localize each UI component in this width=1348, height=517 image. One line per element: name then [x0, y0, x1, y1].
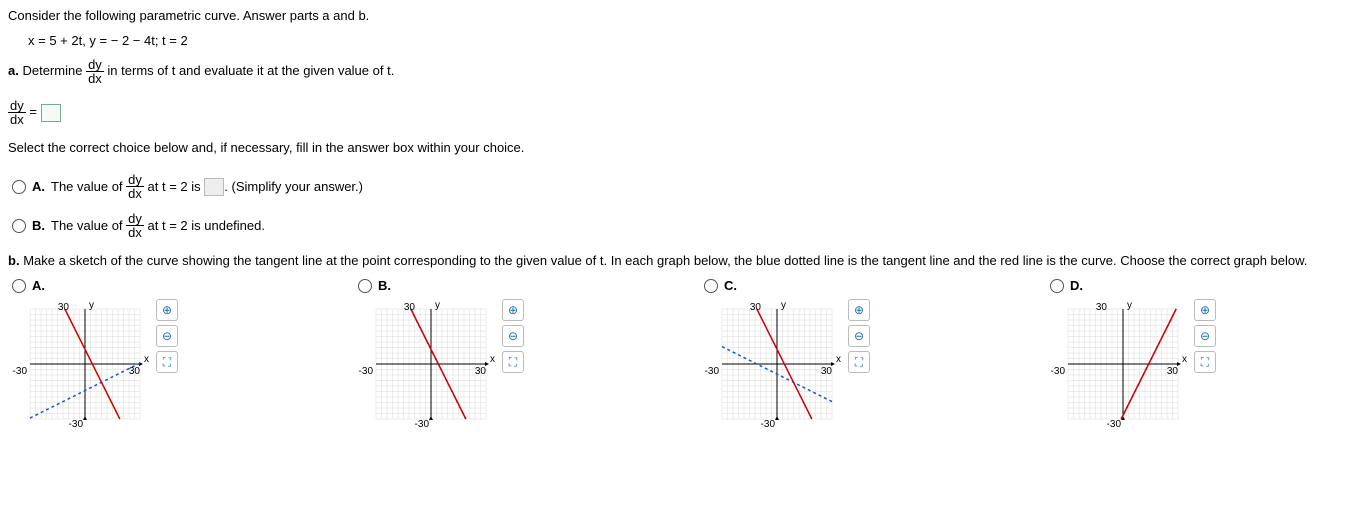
svg-text:30: 30	[1167, 366, 1179, 377]
svg-text:y: y	[89, 300, 94, 311]
frac-den: dx	[8, 113, 26, 126]
part-b-line: b. Make a sketch of the curve showing th…	[8, 253, 1340, 268]
svg-text:y: y	[435, 300, 440, 311]
graph-c-plot: yx30-3030-30	[704, 299, 842, 427]
graph-option-a[interactable]: A. yx30-3030-30 ⊕ ⊖ ⛶	[12, 278, 178, 427]
choice-b-row[interactable]: B. The value of dy dx at t = 2 is undefi…	[12, 212, 1340, 239]
graph-b-plot: yx30-3030-30	[358, 299, 496, 427]
svg-text:30: 30	[821, 366, 833, 377]
graph-option-d[interactable]: D. yx30-3030-30 ⊕ ⊖ ⛶	[1050, 278, 1216, 427]
zoom-in-icon[interactable]: ⊕	[502, 299, 524, 321]
svg-text:y: y	[1127, 300, 1132, 311]
select-instruction: Select the correct choice below and, if …	[8, 140, 1340, 155]
choice-a-mid: at t = 2 is	[148, 179, 201, 194]
part-a-after: in terms of t and evaluate it at the giv…	[107, 63, 394, 78]
svg-text:30: 30	[750, 302, 762, 313]
dydx-equals: dy dx =	[8, 99, 1340, 126]
frac-den: dx	[126, 226, 144, 239]
svg-text:-30: -30	[705, 366, 720, 377]
svg-text:-30: -30	[415, 419, 430, 427]
part-b-label: b.	[8, 253, 20, 268]
svg-text:-30: -30	[761, 419, 776, 427]
frac-num: dy	[8, 99, 26, 113]
choice-b-post: at t = 2 is undefined.	[148, 218, 265, 233]
frac-num: dy	[86, 58, 104, 72]
svg-text:-30: -30	[1051, 366, 1066, 377]
svg-text:x: x	[1182, 354, 1187, 365]
zoom-in-icon[interactable]: ⊕	[1194, 299, 1216, 321]
choice-b-label: B.	[32, 218, 45, 233]
graph-option-b[interactable]: B. yx30-3030-30 ⊕ ⊖ ⛶	[358, 278, 524, 427]
svg-text:30: 30	[58, 302, 70, 313]
graph-d-plot: yx30-3030-30	[1050, 299, 1188, 427]
zoom-in-icon[interactable]: ⊕	[848, 299, 870, 321]
svg-text:30: 30	[475, 366, 487, 377]
choice-b-frac: dy dx	[126, 212, 144, 239]
choice-a-frac: dy dx	[126, 173, 144, 200]
svg-text:30: 30	[129, 366, 141, 377]
maximize-icon[interactable]: ⛶	[1194, 351, 1216, 373]
part-a-line: a. Determine dy dx in terms of t and eva…	[8, 58, 1340, 85]
svg-text:x: x	[144, 354, 149, 365]
svg-text:x: x	[836, 354, 841, 365]
graphs-row: A. yx30-3030-30 ⊕ ⊖ ⛶ B. yx30-3030-30 ⊕ …	[12, 278, 1340, 427]
svg-text:-30: -30	[359, 366, 374, 377]
radio-graph-c[interactable]	[704, 279, 718, 293]
graph-d-label: D.	[1070, 278, 1083, 293]
svg-text:x: x	[490, 354, 495, 365]
answer-input-choice-a[interactable]	[204, 178, 224, 196]
equals-sign: =	[29, 104, 37, 119]
maximize-icon[interactable]: ⛶	[502, 351, 524, 373]
zoom-out-icon[interactable]: ⊖	[1194, 325, 1216, 347]
equation: x = 5 + 2t, y = − 2 − 4t; t = 2	[28, 33, 1340, 48]
zoom-out-icon[interactable]: ⊖	[502, 325, 524, 347]
svg-text:y: y	[781, 300, 786, 311]
choice-a-pre: The value of	[51, 179, 123, 194]
frac-num: dy	[126, 173, 144, 187]
svg-text:30: 30	[404, 302, 416, 313]
maximize-icon[interactable]: ⛶	[156, 351, 178, 373]
zoom-in-icon[interactable]: ⊕	[156, 299, 178, 321]
graph-a-plot: yx30-3030-30	[12, 299, 150, 427]
graph-option-c[interactable]: C. yx30-3030-30 ⊕ ⊖ ⛶	[704, 278, 870, 427]
svg-text:30: 30	[1096, 302, 1108, 313]
graph-c-label: C.	[724, 278, 737, 293]
svg-text:-30: -30	[69, 419, 84, 427]
intro-text: Consider the following parametric curve.…	[8, 8, 1340, 23]
svg-text:-30: -30	[13, 366, 28, 377]
part-a-label: a.	[8, 63, 19, 78]
radio-graph-b[interactable]	[358, 279, 372, 293]
graph-a-label: A.	[32, 278, 45, 293]
dydx-frac: dy dx	[8, 99, 26, 126]
radio-a[interactable]	[12, 180, 26, 194]
choice-b-pre: The value of	[51, 218, 123, 233]
frac-den: dx	[86, 72, 104, 85]
radio-graph-a[interactable]	[12, 279, 26, 293]
frac-den: dx	[126, 187, 144, 200]
choice-a-post: . (Simplify your answer.)	[224, 179, 363, 194]
dydx-frac-a: dy dx	[86, 58, 104, 85]
zoom-out-icon[interactable]: ⊖	[848, 325, 870, 347]
svg-text:-30: -30	[1107, 419, 1122, 427]
frac-num: dy	[126, 212, 144, 226]
maximize-icon[interactable]: ⛶	[848, 351, 870, 373]
zoom-out-icon[interactable]: ⊖	[156, 325, 178, 347]
part-b-text: Make a sketch of the curve showing the t…	[23, 253, 1307, 268]
radio-b[interactable]	[12, 219, 26, 233]
choice-a-row[interactable]: A. The value of dy dx at t = 2 is . (Sim…	[12, 173, 1340, 200]
radio-graph-d[interactable]	[1050, 279, 1064, 293]
answer-input-dydx[interactable]	[41, 104, 61, 122]
part-a-before: Determine	[22, 63, 82, 78]
choice-a-label: A.	[32, 179, 45, 194]
graph-b-label: B.	[378, 278, 391, 293]
